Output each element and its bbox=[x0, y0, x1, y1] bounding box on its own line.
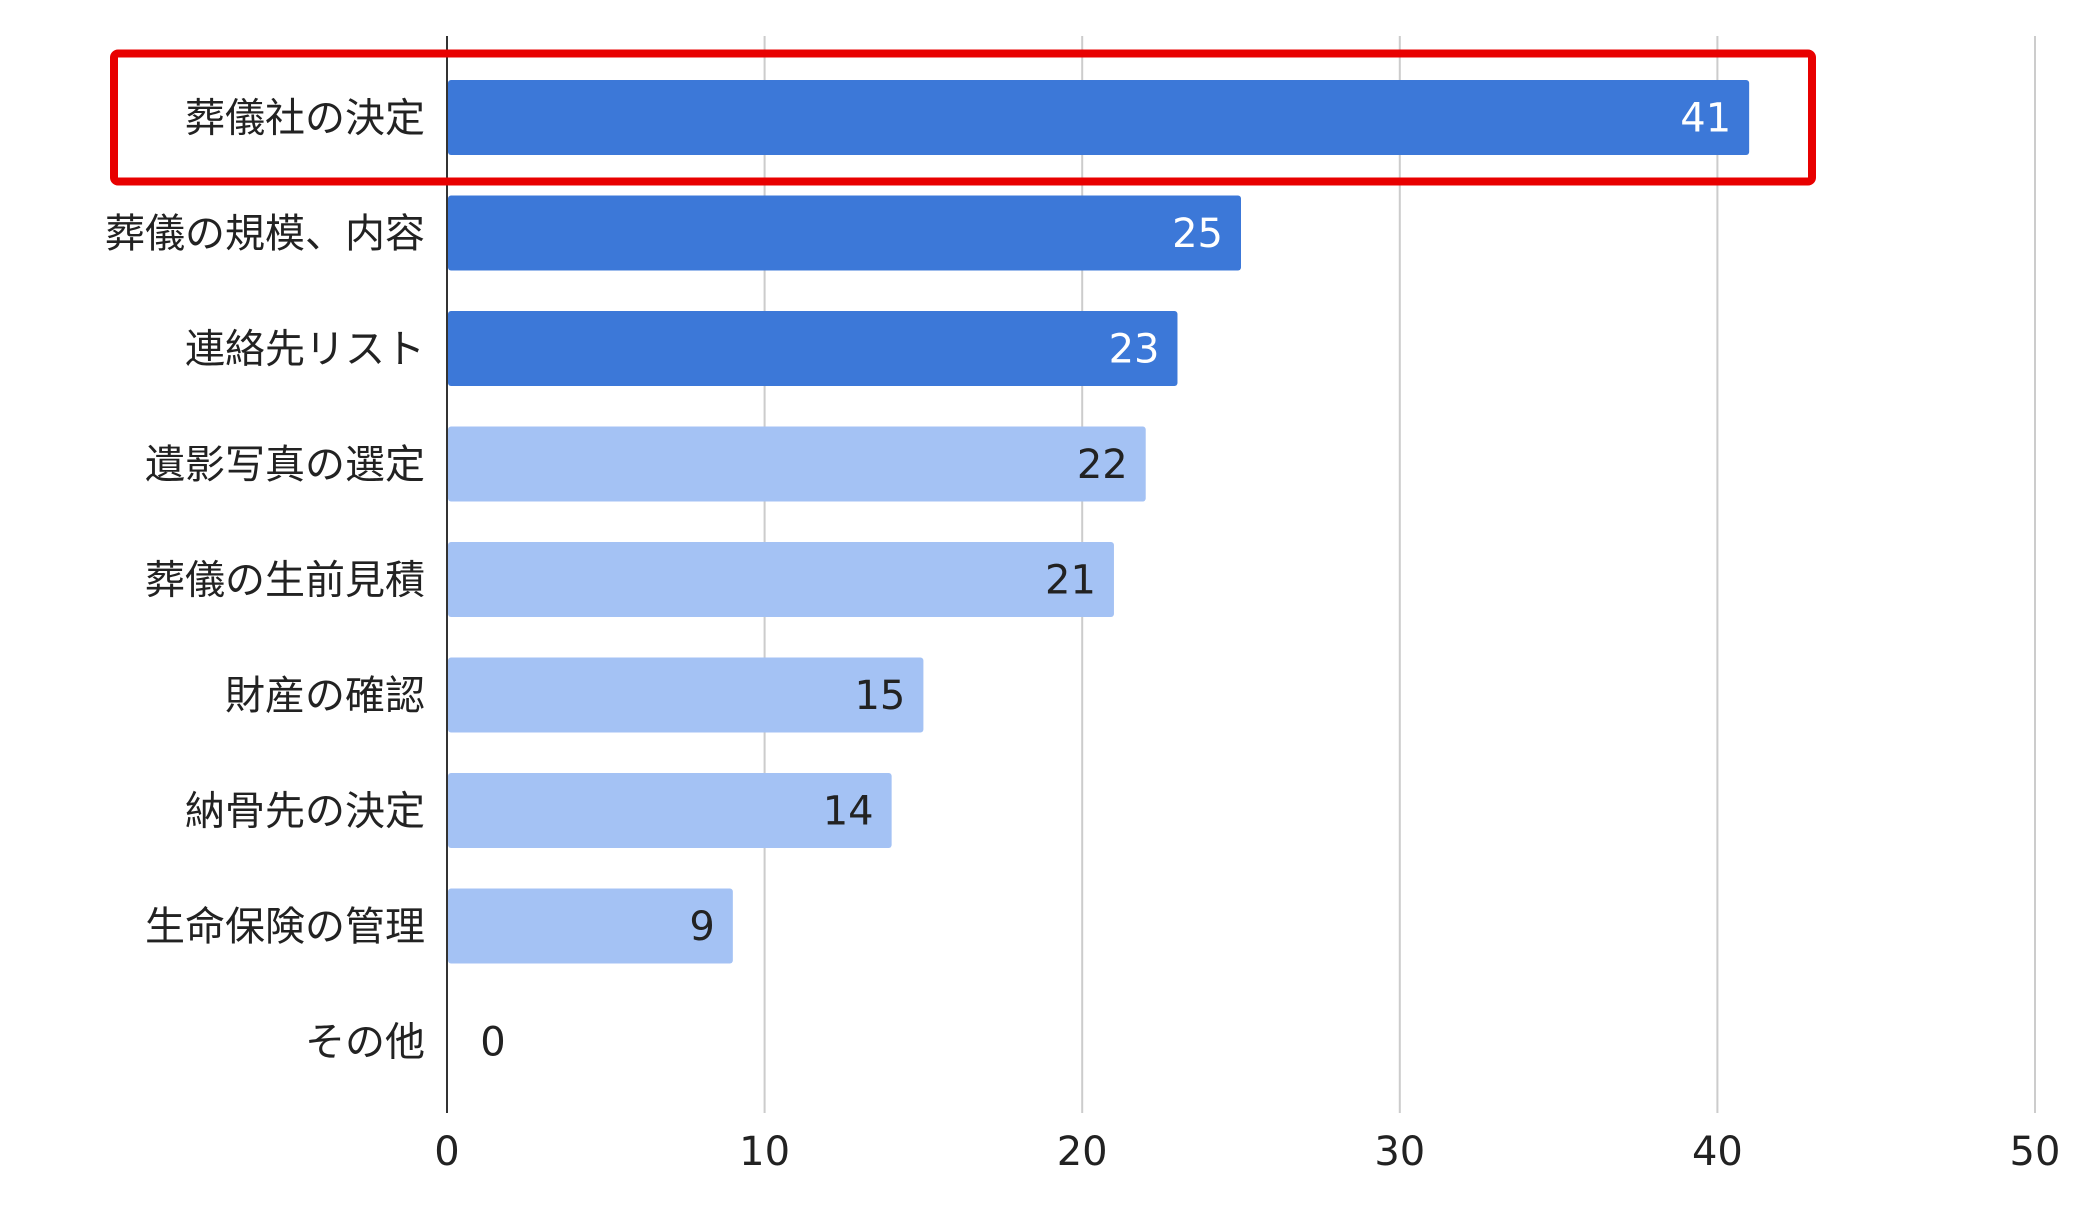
bar bbox=[448, 426, 1146, 502]
bar bbox=[448, 80, 1750, 155]
data-label: 41 bbox=[1680, 96, 1731, 142]
labels: 0 10 20 30 40 50 葬儀社の決定 41 葬儀の規模、内容 25 連絡先リスト 23 遺影写… bbox=[105, 96, 2060, 1176]
x-tick-label: 30 bbox=[1374, 1129, 1425, 1175]
highlight-annotation bbox=[110, 49, 1816, 186]
category-label: 葬儀の生前見積 bbox=[145, 558, 425, 604]
bar bbox=[448, 542, 1114, 617]
data-label: 15 bbox=[854, 673, 905, 719]
bar bbox=[448, 311, 1178, 386]
bar bbox=[448, 657, 924, 733]
bar bbox=[448, 195, 1241, 271]
data-label: 25 bbox=[1172, 211, 1223, 257]
category-label: 連絡先リスト bbox=[185, 327, 425, 373]
bar bbox=[448, 773, 892, 848]
x-tick-label: 10 bbox=[739, 1129, 790, 1175]
category-label: 納骨先の決定 bbox=[185, 789, 425, 835]
category-label: 財産の確認 bbox=[225, 673, 425, 719]
category-label: 葬儀の規模、内容 bbox=[105, 211, 425, 257]
category-label: 葬儀社の決定 bbox=[185, 96, 425, 142]
bars bbox=[448, 80, 1750, 964]
data-label: 22 bbox=[1077, 442, 1128, 488]
x-tick-label: 40 bbox=[1692, 1129, 1743, 1175]
bar bbox=[448, 888, 733, 964]
data-label: 21 bbox=[1045, 558, 1096, 604]
highlight-box bbox=[110, 49, 1816, 186]
x-tick-label: 0 bbox=[434, 1129, 459, 1175]
x-tick-label: 50 bbox=[2010, 1129, 2061, 1175]
data-label: 9 bbox=[689, 904, 714, 950]
data-label: 14 bbox=[823, 789, 874, 835]
data-label: 23 bbox=[1109, 327, 1160, 373]
x-tick-label: 20 bbox=[1057, 1129, 1108, 1175]
category-label: 生命保険の管理 bbox=[145, 904, 425, 950]
category-label: 遺影写真の選定 bbox=[145, 442, 425, 488]
data-label: 0 bbox=[480, 1020, 505, 1066]
category-label: その他 bbox=[305, 1020, 425, 1066]
